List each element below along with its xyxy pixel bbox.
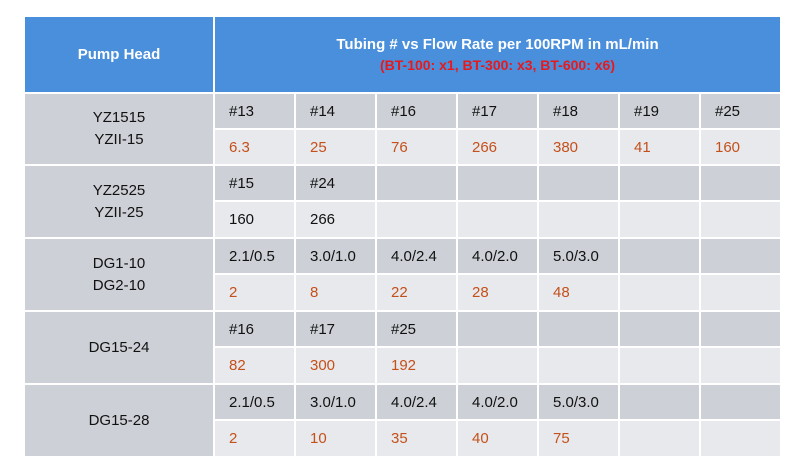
pump-head-name: DG2-10 — [92, 276, 146, 294]
tubing-cell: #25 — [701, 94, 780, 128]
pump-head-name: YZII-25 — [94, 203, 144, 221]
flow-rate-cell — [539, 202, 618, 237]
pump-head-names: DG15-24 — [89, 337, 150, 359]
tubing-cell — [539, 166, 618, 200]
tubing-cell — [701, 312, 780, 346]
flow-rate-cell: 82 — [215, 348, 294, 383]
tubing-cell — [701, 385, 780, 419]
flow-rate-cell: 160 — [215, 202, 294, 237]
flow-rate-cell: 2 — [215, 275, 294, 310]
multiplier-note: (BT-100: x1, BT-300: x3, BT-600: x6) — [380, 56, 615, 73]
tubing-cell: #15 — [215, 166, 294, 200]
flow-rate-cell — [458, 348, 537, 383]
tubing-cell: #16 — [215, 312, 294, 346]
pump-head-cell: DG15-24 — [25, 312, 213, 383]
pump-head-names: DG1-10 DG2-10 — [93, 253, 146, 297]
pump-head-cell: DG15-28 — [25, 385, 213, 456]
pump-head-names: YZ1515 YZII-15 — [93, 107, 146, 151]
flow-rate-cell: 35 — [377, 421, 456, 456]
flow-rate-cell: 160 — [701, 130, 780, 164]
pump-head-header-label: Pump Head — [77, 46, 161, 63]
pump-head-cell: YZ2525 YZII-25 — [25, 166, 213, 237]
tubing-cell — [701, 239, 780, 273]
flow-rate-cell: 192 — [377, 348, 456, 383]
flow-rate-cell — [620, 202, 699, 237]
tubing-cell: 4.0/2.4 — [377, 385, 456, 419]
tubing-cell: #17 — [458, 94, 537, 128]
tubing-cell — [458, 312, 537, 346]
tubing-cell: 2.1/0.5 — [215, 239, 294, 273]
flow-rate-cell: 76 — [377, 130, 456, 164]
tubing-cell: #19 — [620, 94, 699, 128]
tubing-cell: 3.0/1.0 — [296, 385, 375, 419]
flow-rate-cell: 300 — [296, 348, 375, 383]
flow-rate-cell: 40 — [458, 421, 537, 456]
tubing-cell: #18 — [539, 94, 618, 128]
pump-head-names: DG15-28 — [89, 410, 150, 432]
tubing-flow-header: Tubing # vs Flow Rate per 100RPM in mL/m… — [215, 17, 780, 92]
flow-rate-cell: 266 — [458, 130, 537, 164]
tubing-cell — [620, 166, 699, 200]
flow-rate-cell — [620, 421, 699, 456]
pump-head-name: DG15-24 — [88, 338, 150, 356]
pump-head-cell: YZ1515 YZII-15 — [25, 94, 213, 164]
flow-rate-cell — [701, 421, 780, 456]
flow-rate-cell — [620, 275, 699, 310]
tubing-cell — [377, 166, 456, 200]
flow-rate-cell: 380 — [539, 130, 618, 164]
tubing-cell: 5.0/3.0 — [539, 239, 618, 273]
tubing-cell — [620, 312, 699, 346]
flow-rate-cell: 8 — [296, 275, 375, 310]
flow-rate-cell — [458, 202, 537, 237]
tubing-cell: 5.0/3.0 — [539, 385, 618, 419]
tubing-cell: 4.0/2.4 — [377, 239, 456, 273]
tubing-cell — [539, 312, 618, 346]
flow-rate-cell — [701, 202, 780, 237]
tubing-cell — [620, 239, 699, 273]
flow-rate-cell — [377, 202, 456, 237]
flow-rate-cell — [539, 348, 618, 383]
flow-rate-cell: 28 — [458, 275, 537, 310]
pump-head-cell: DG1-10 DG2-10 — [25, 239, 213, 310]
tubing-cell: #24 — [296, 166, 375, 200]
flow-rate-cell: 48 — [539, 275, 618, 310]
flow-rate-table: Pump Head Tubing # vs Flow Rate per 100R… — [25, 17, 780, 456]
tubing-cell: 2.1/0.5 — [215, 385, 294, 419]
tubing-cell — [620, 385, 699, 419]
pump-head-name: DG1-10 — [92, 254, 146, 272]
pump-head-name: YZ1515 — [92, 109, 146, 126]
pump-head-names: YZ2525 YZII-25 — [93, 180, 146, 224]
tubing-cell: #13 — [215, 94, 294, 128]
tubing-cell — [701, 166, 780, 200]
tubing-cell: #14 — [296, 94, 375, 128]
flow-rate-cell: 22 — [377, 275, 456, 310]
pump-head-header: Pump Head — [25, 17, 213, 92]
flow-rate-cell — [701, 275, 780, 310]
tubing-flow-title: Tubing # vs Flow Rate per 100RPM in mL/m… — [336, 35, 659, 53]
flow-rate-cell: 2 — [215, 421, 294, 456]
tubing-cell: #17 — [296, 312, 375, 346]
tubing-cell: 3.0/1.0 — [296, 239, 375, 273]
flow-rate-cell: 10 — [296, 421, 375, 456]
flow-rate-cell: 41 — [620, 130, 699, 164]
tubing-cell: 4.0/2.0 — [458, 385, 537, 419]
pump-head-name: YZ2525 — [92, 181, 146, 199]
flow-rate-cell: 75 — [539, 421, 618, 456]
flow-rate-cell — [701, 348, 780, 383]
tubing-cell: #16 — [377, 94, 456, 128]
flow-rate-cell — [620, 348, 699, 383]
pump-head-name: YZII-15 — [94, 131, 144, 148]
tubing-cell — [458, 166, 537, 200]
flow-rate-cell: 6.3 — [215, 130, 294, 164]
pump-head-name: DG15-28 — [88, 411, 150, 429]
flow-rate-cell: 25 — [296, 130, 375, 164]
tubing-cell: #25 — [377, 312, 456, 346]
flow-rate-cell: 266 — [296, 202, 375, 237]
tubing-cell: 4.0/2.0 — [458, 239, 537, 273]
